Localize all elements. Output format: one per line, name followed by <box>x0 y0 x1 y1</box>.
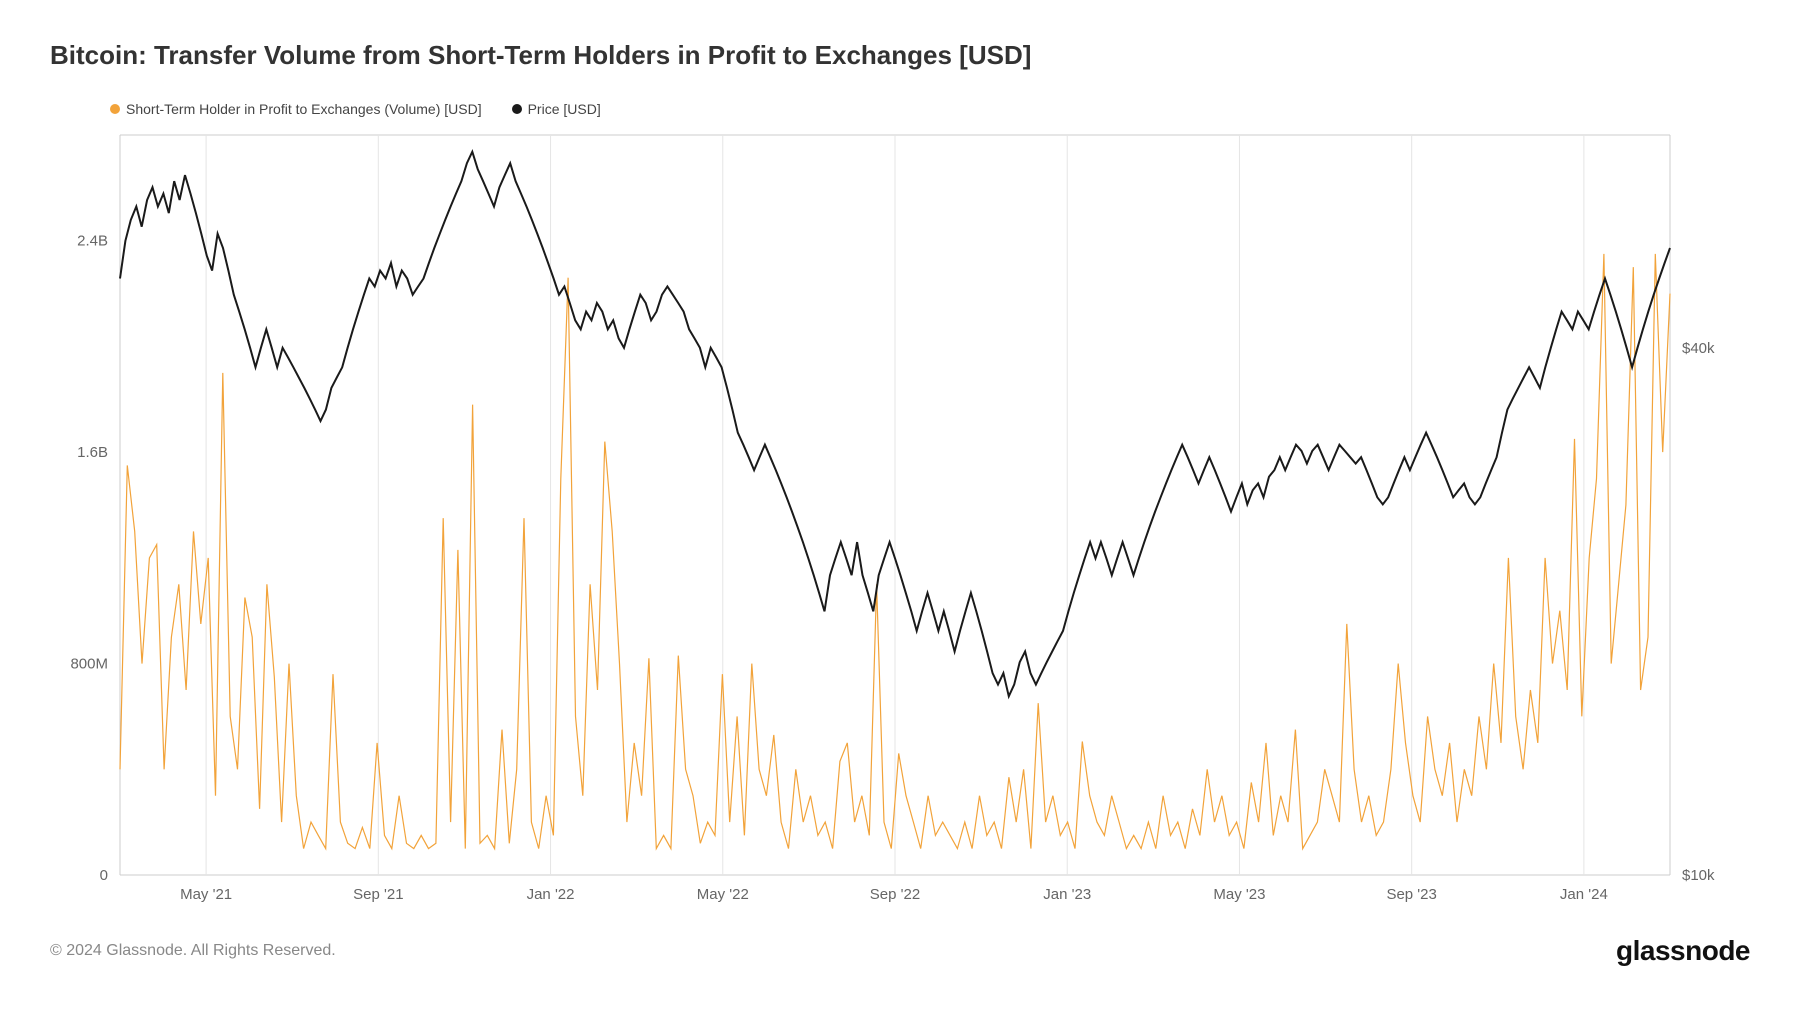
legend-item-price: Price [USD] <box>512 101 601 117</box>
svg-text:800M: 800M <box>70 656 108 673</box>
legend-item-volume: Short-Term Holder in Profit to Exchanges… <box>110 101 482 117</box>
svg-text:0: 0 <box>100 867 108 884</box>
legend-label-volume: Short-Term Holder in Profit to Exchanges… <box>126 101 482 117</box>
legend-dot-price <box>512 104 522 114</box>
svg-text:Sep '21: Sep '21 <box>353 886 403 903</box>
svg-text:May '22: May '22 <box>697 886 749 903</box>
svg-text:1.6B: 1.6B <box>77 444 108 461</box>
chart-legend: Short-Term Holder in Profit to Exchanges… <box>110 101 1750 117</box>
svg-text:Sep '23: Sep '23 <box>1386 886 1436 903</box>
svg-text:$10k: $10k <box>1682 867 1715 884</box>
legend-dot-volume <box>110 104 120 114</box>
svg-text:$40k: $40k <box>1682 340 1715 357</box>
svg-text:Jan '24: Jan '24 <box>1560 886 1608 903</box>
copyright-text: © 2024 Glassnode. All Rights Reserved. <box>50 942 336 960</box>
brand-logo: glassnode <box>1616 935 1750 967</box>
svg-text:Sep '22: Sep '22 <box>870 886 920 903</box>
svg-text:May '23: May '23 <box>1213 886 1265 903</box>
legend-label-price: Price [USD] <box>528 101 601 117</box>
svg-text:2.4B: 2.4B <box>77 233 108 250</box>
chart-title: Bitcoin: Transfer Volume from Short-Term… <box>50 40 1750 71</box>
chart-area: 0 800M 1.6B 2.4B $10k $40k May '21 Sep '21 Jan '… <box>50 125 1750 915</box>
svg-text:Jan '22: Jan '22 <box>527 886 575 903</box>
svg-text:Jan '23: Jan '23 <box>1043 886 1091 903</box>
svg-text:May '21: May '21 <box>180 886 232 903</box>
chart-svg: 0 800M 1.6B 2.4B $10k $40k May '21 Sep '21 Jan '… <box>50 125 1750 915</box>
footer: © 2024 Glassnode. All Rights Reserved. g… <box>50 935 1750 967</box>
